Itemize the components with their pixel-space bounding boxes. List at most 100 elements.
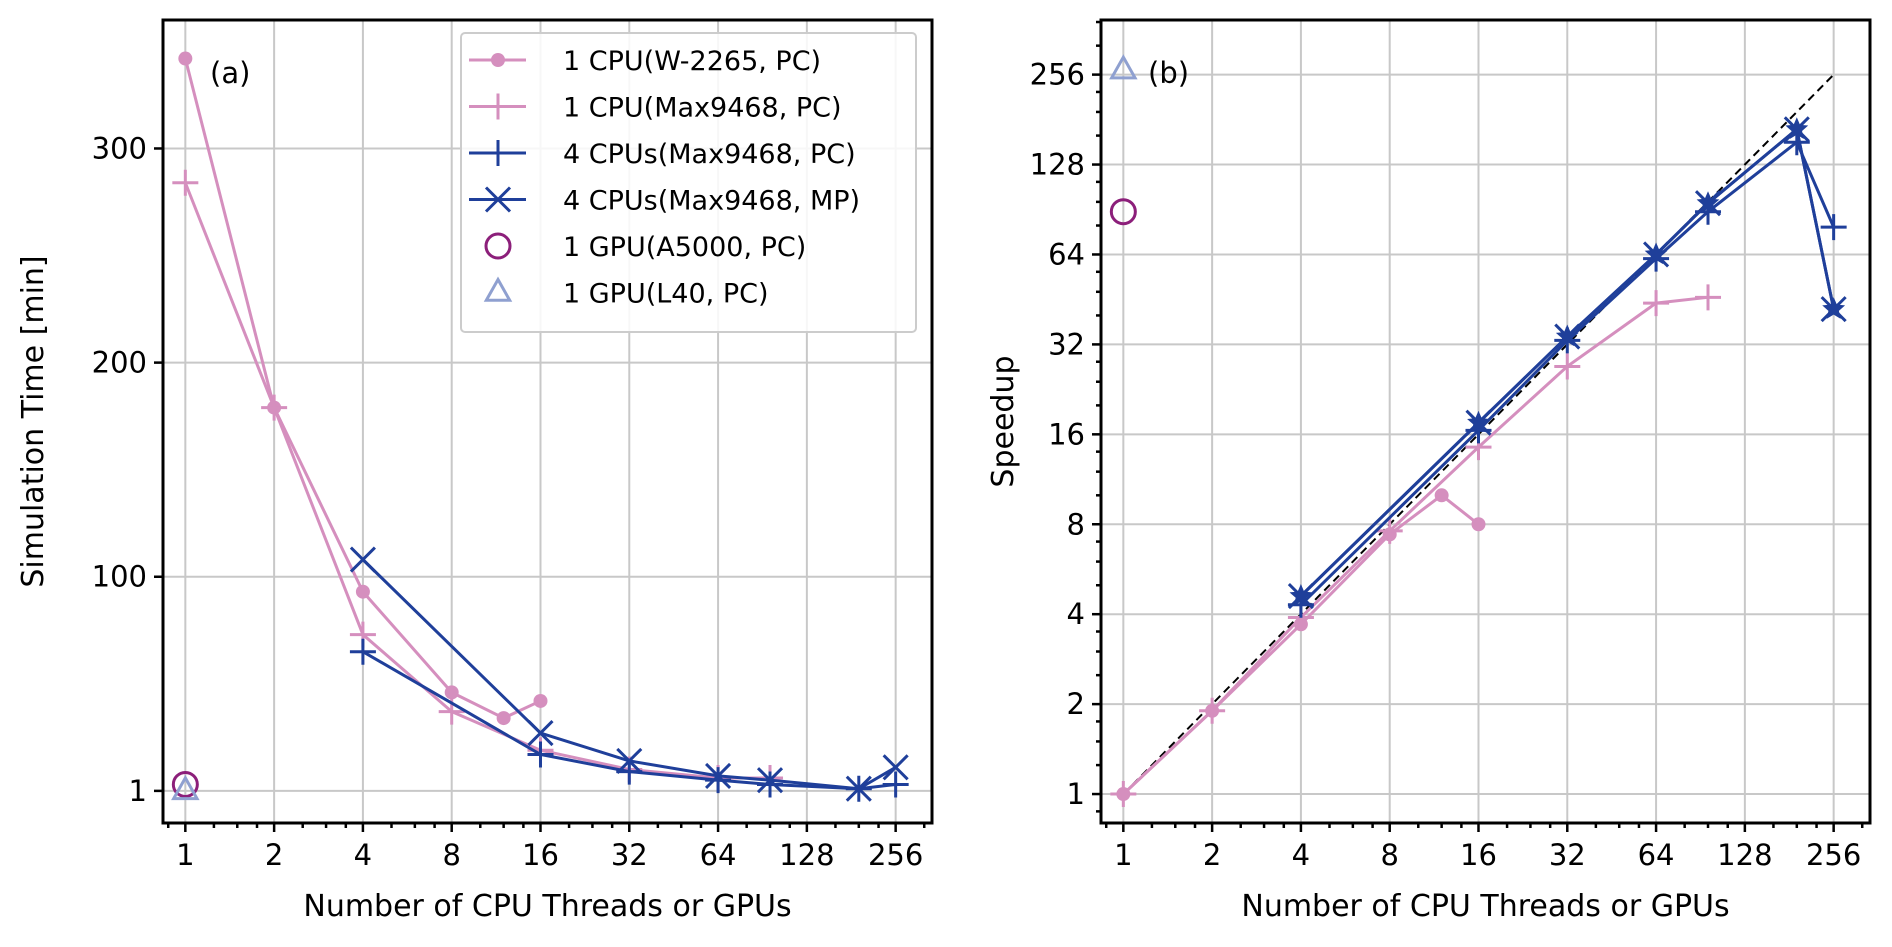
series-3 xyxy=(349,546,909,802)
y-tick-label: 64 xyxy=(1048,237,1085,271)
data-point xyxy=(1199,697,1226,724)
data-point xyxy=(1643,290,1670,317)
legend-entry: 4 CPUs(Max9468, MP) xyxy=(469,186,860,217)
data-point xyxy=(1695,284,1722,311)
grid xyxy=(1101,20,1870,823)
x-tick-label: 8 xyxy=(1380,838,1398,872)
x-axis-label: Number of CPU Threads or GPUs xyxy=(303,889,791,924)
legend-entry: 1 CPU(W-2265, PC) xyxy=(469,46,821,77)
x-tick-label: 32 xyxy=(1549,838,1586,872)
data-point xyxy=(496,711,511,726)
series-5 xyxy=(1109,198,1137,226)
y-tick-label: 200 xyxy=(92,346,147,380)
y-tick-label: 16 xyxy=(1048,417,1085,451)
y-tick-label: 8 xyxy=(1067,507,1085,541)
y-tick-label: 2 xyxy=(1067,687,1085,721)
panel-label: (a) xyxy=(210,56,250,90)
plot-frame xyxy=(1099,18,1872,825)
x-tick-label: 4 xyxy=(1292,838,1310,872)
plot-area xyxy=(171,51,909,802)
legend-label: 1 GPU(A5000, PC) xyxy=(563,232,806,263)
data-point xyxy=(705,767,732,794)
y-tick-label: 1 xyxy=(1067,777,1085,811)
x-tick-label: 2 xyxy=(265,838,283,872)
data-point xyxy=(172,169,199,196)
data-point xyxy=(178,51,193,66)
data-point xyxy=(882,754,909,781)
y-tick-label: 1 xyxy=(129,774,147,808)
x-tick-label: 64 xyxy=(1638,838,1675,872)
legend-label: 1 CPU(Max9468, PC) xyxy=(563,93,842,124)
y-tick-label: 256 xyxy=(1030,58,1085,92)
legend-box xyxy=(460,32,917,333)
x-axis-label: Number of CPU Threads or GPUs xyxy=(1241,889,1729,924)
data-point xyxy=(1289,584,1313,606)
data-point xyxy=(1555,324,1579,347)
legend-marker xyxy=(484,232,512,260)
y-axis-label: Speedup xyxy=(986,355,1021,487)
data-point xyxy=(1554,353,1581,380)
legend-marker xyxy=(485,93,511,120)
data-point xyxy=(882,771,909,798)
data-point xyxy=(171,770,199,798)
data-point xyxy=(757,771,784,798)
series-6 xyxy=(1109,54,1138,80)
x-tick-label: 1 xyxy=(176,838,194,872)
data-point xyxy=(845,775,872,802)
series-0 xyxy=(178,51,548,726)
axes: 1 2 4 8 16 32 64 128 256 1 100 200 300 Number of CPU … xyxy=(16,131,926,924)
data-point xyxy=(616,747,643,774)
data-point xyxy=(444,685,459,700)
y-tick-label: 32 xyxy=(1048,327,1085,361)
x-tick-label: 64 xyxy=(700,838,737,872)
y-tick-label: 300 xyxy=(92,131,147,165)
data-point xyxy=(355,584,370,599)
data-point xyxy=(261,394,288,421)
series-line xyxy=(183,182,771,780)
x-tick-label: 1 xyxy=(1114,838,1132,872)
y-tick-label: 128 xyxy=(1030,148,1085,182)
legend-label: 1 CPU(W-2265, PC) xyxy=(563,46,821,77)
data-point xyxy=(1376,517,1403,544)
data-point xyxy=(349,546,376,573)
legend-marker xyxy=(484,186,512,213)
data-point xyxy=(1471,517,1486,532)
data-point xyxy=(1434,488,1449,503)
data-point xyxy=(527,741,554,768)
data-point xyxy=(1696,191,1720,213)
x-tick-label: 128 xyxy=(779,838,834,872)
series-4 xyxy=(171,770,199,798)
legend: 1 CPU(W-2265, PC) 1 CPU(Max9468, PC) 4 CPU… xyxy=(460,32,917,333)
data-point xyxy=(1109,198,1137,226)
series-5 xyxy=(171,774,200,801)
data-point xyxy=(527,720,554,747)
data-point xyxy=(756,767,784,794)
legend-label: 4 CPUs(Max9468, PC) xyxy=(563,139,856,170)
data-point xyxy=(705,762,732,789)
x-tick-label: 4 xyxy=(354,838,372,872)
legend-marker xyxy=(491,53,505,67)
data-point xyxy=(1467,410,1490,433)
data-point xyxy=(1785,117,1809,139)
legend-marker xyxy=(485,140,511,166)
axes: 1 2 4 8 16 32 64 128 256 1 2 4 8 16 32 64 128 256 Number o… xyxy=(986,20,1864,924)
panel-b: 1 2 4 8 16 32 64 128 256 1 2 4 8 16 32 64 128 256 Number o… xyxy=(986,18,1872,924)
x-tick-label: 256 xyxy=(1806,838,1861,872)
y-tick-label: 100 xyxy=(92,560,147,594)
data-point xyxy=(171,774,200,801)
panel-a: 1 2 4 8 16 32 64 128 256 1 100 200 300 Number of CPU … xyxy=(16,18,934,924)
plot-area xyxy=(1109,54,1847,808)
legend-entry: 1 CPU(Max9468, PC) xyxy=(469,93,842,124)
y-axis-label: Simulation Time [min] xyxy=(16,255,51,587)
plot-frame xyxy=(161,18,934,825)
x-tick-label: 256 xyxy=(868,838,923,872)
x-tick-label: 16 xyxy=(522,838,559,872)
x-tick-label: 128 xyxy=(1717,838,1772,872)
data-point xyxy=(1822,297,1846,319)
legend-label: 1 GPU(L40, PC) xyxy=(563,279,769,310)
series-1 xyxy=(1110,284,1722,808)
legend-marker xyxy=(483,276,513,302)
data-point xyxy=(1820,214,1847,241)
data-point xyxy=(1110,781,1137,808)
